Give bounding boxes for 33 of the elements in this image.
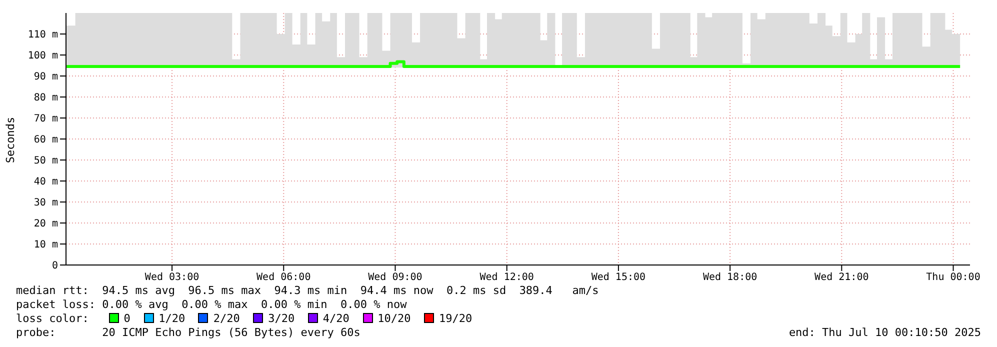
y-tick-label: 100 m xyxy=(28,50,58,62)
y-tick-label: 0 xyxy=(52,260,58,272)
y-tick-label: 50 m xyxy=(34,156,58,167)
y-tick-label: 30 m xyxy=(34,198,58,209)
y-tick-label: 80 m xyxy=(34,92,58,104)
text: 1/20 xyxy=(158,312,186,325)
x-tick-label: Wed 18:00 xyxy=(702,272,758,284)
y-tick-label: 60 m xyxy=(34,134,58,146)
y-tick-label: 20 m xyxy=(34,218,58,230)
text: median rtt: 94.5 ms avg 96.5 ms max 94.3 ms min 94.4 ms now 0.2 ms sd 389.4 am/s xyxy=(16,284,599,298)
text: 10/20 xyxy=(376,312,412,325)
text: 19/20 xyxy=(438,312,474,325)
y-axis-title: Seconds xyxy=(4,116,17,164)
y-tick-label: 110 m xyxy=(28,30,58,41)
text: end: Thu Jul 10 00:10:50 2025 xyxy=(788,326,981,339)
x-tick-label: Wed 15:00 xyxy=(591,272,646,284)
x-tick-label: Wed 09:00 xyxy=(368,272,422,284)
text: packet loss: 0.00 % avg 0.00 % max 0.00 % min 0.00 % now xyxy=(16,298,408,312)
x-tick-label: Thu 00:00 xyxy=(926,272,980,284)
text: 0 xyxy=(122,312,132,325)
x-tick-label: Wed 12:00 xyxy=(480,272,534,284)
text: probe: 20 ICMP Echo Pings (56 Bytes) every 60s xyxy=(16,326,362,340)
x-tick-label: Wed 03:00 xyxy=(144,272,200,284)
y-tick-label: 40 m xyxy=(34,176,58,188)
x-tick-label: Wed 06:00 xyxy=(256,272,311,284)
y-tick-label: 10 m xyxy=(34,240,58,251)
y-tick-label: 90 m xyxy=(34,72,58,83)
text: 4/20 xyxy=(322,312,350,325)
text: 2/20 xyxy=(212,312,241,325)
y-tick-label: 70 m xyxy=(34,114,58,125)
text: 3/20 xyxy=(267,312,296,325)
x-tick-label: Wed 21:00 xyxy=(814,272,869,284)
text: loss color: xyxy=(16,312,89,325)
